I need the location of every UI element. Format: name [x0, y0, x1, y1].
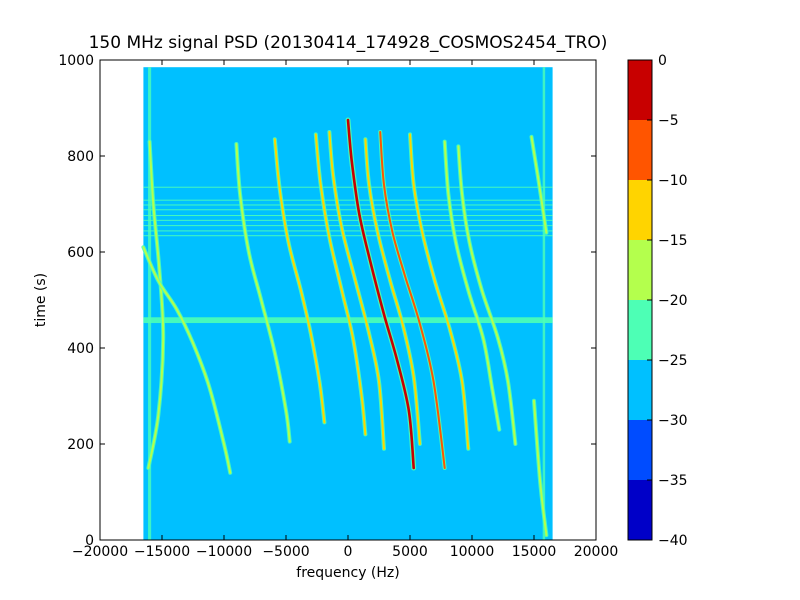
signal-trace — [147, 140, 165, 469]
colorbar-tick-label: 0 — [658, 53, 667, 69]
y-tick-label: 0 — [85, 533, 94, 549]
signal-trace-core — [347, 119, 415, 469]
signal-trace — [379, 131, 446, 469]
y-tick-label: 400 — [67, 341, 94, 357]
colorbar-axis: 0 −5 −10 −15 −20 −25 −30 −35 −40 — [647, 53, 688, 549]
colorbar-level — [628, 180, 652, 240]
x-tick-label: −5000 — [262, 544, 309, 560]
signal-trace — [364, 138, 421, 445]
time-band — [143, 186, 553, 188]
y-tick-label: 200 — [67, 437, 94, 453]
colorbar-tick-label: −40 — [658, 533, 688, 549]
signal-trace — [530, 135, 548, 234]
x-tick-label: 15000 — [512, 544, 557, 560]
x-axis-label: frequency (Hz) — [296, 565, 399, 581]
signal-trace — [273, 138, 326, 424]
signal-trace — [533, 399, 548, 537]
y-axis-label: time (s) — [33, 273, 49, 327]
time-band — [143, 209, 553, 211]
frequency-band — [148, 67, 152, 540]
frequency-band — [542, 67, 546, 540]
x-tick-label: −15000 — [134, 544, 190, 560]
signal-trace — [328, 131, 385, 450]
signal-trace — [457, 145, 517, 445]
x-tick-label: −10000 — [196, 544, 252, 560]
x-tick-label: 10000 — [450, 544, 495, 560]
colorbar-level — [628, 60, 652, 120]
colorbar-tick-label: −30 — [658, 413, 688, 429]
y-tick-label: 800 — [67, 149, 94, 165]
x-tick-label: 5000 — [392, 544, 428, 560]
colorbar-tick-label: −25 — [658, 353, 688, 369]
colorbar-level — [628, 300, 652, 360]
colorbar-tick-label: −5 — [658, 113, 679, 129]
colorbar — [628, 60, 652, 540]
time-band — [143, 225, 553, 227]
x-axis: −20000 −15000 −10000 −5000 0 5000 10000 15000 20… — [72, 60, 618, 560]
time-band — [143, 219, 553, 221]
colorbar-level — [628, 480, 652, 540]
time-band — [143, 235, 553, 237]
time-band — [143, 215, 553, 217]
colorbar-level — [628, 360, 652, 420]
x-tick-label: 20000 — [574, 544, 619, 560]
signal-trace — [235, 143, 291, 443]
signal-trace — [314, 133, 367, 436]
colorbar-tick-label: −35 — [658, 473, 688, 489]
time-band — [143, 204, 553, 206]
signal-trace — [142, 246, 232, 474]
colorbar-tick-label: −10 — [658, 173, 688, 189]
y-axis: 0 200 400 600 800 1000 — [58, 53, 596, 549]
traces-layer — [141, 117, 549, 538]
signal-trace — [443, 140, 501, 431]
y-tick-label: 1000 — [58, 53, 94, 69]
time-band — [143, 199, 553, 201]
spectrogram — [141, 67, 553, 540]
colorbar-tick-label: −20 — [658, 293, 688, 309]
colorbar-level — [628, 420, 652, 480]
colorbar-level — [628, 240, 652, 300]
colorbar-level — [628, 120, 652, 180]
signal-trace — [409, 133, 470, 450]
time-band — [143, 230, 553, 232]
x-tick-label: −20000 — [72, 544, 128, 560]
colorbar-tick-label: −15 — [658, 233, 688, 249]
x-tick-label: 0 — [344, 544, 353, 560]
y-tick-label: 600 — [67, 245, 94, 261]
chart-title: 150 MHz signal PSD (20130414_174928_COSM… — [89, 33, 608, 53]
